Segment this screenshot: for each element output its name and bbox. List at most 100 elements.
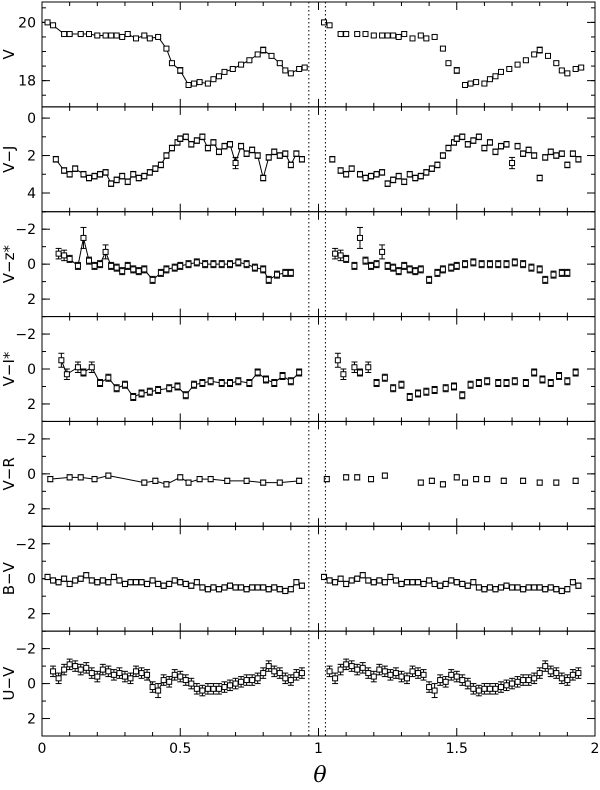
point-marker [373,379,380,386]
data-point [265,154,272,161]
point-marker [243,150,250,157]
panel-6: −2 0 2 B−V [0,525,596,632]
point-marker [152,477,159,484]
point-marker [343,255,350,262]
point-marker [348,165,355,172]
point-marker [492,685,499,692]
point-marker [221,584,228,591]
data-point [564,377,571,386]
point-marker [415,579,422,586]
point-marker [439,45,446,52]
point-marker [439,481,446,488]
data-point [271,378,278,387]
point-marker [271,584,278,591]
data-point [133,665,140,678]
panel-frame [41,525,596,632]
data-point [138,667,145,679]
y-tick-label: 20 [18,15,36,31]
data-point [343,31,350,38]
point-marker [113,32,120,39]
data-point [442,676,449,688]
data-point [459,674,466,686]
point-marker [481,586,488,593]
data-point [210,260,217,269]
data-point [149,577,156,584]
data-point [390,176,397,184]
point-marker [395,33,402,40]
data-point [168,144,175,152]
point-marker [332,579,339,586]
data-point [77,663,84,676]
point-marker [119,268,126,275]
point-marker [497,68,504,75]
point-marker [232,584,239,591]
data-point [260,667,267,679]
data-point [243,477,250,484]
point-marker [431,33,438,40]
data-point [343,474,350,481]
point-marker [321,573,328,580]
data-point [406,392,413,401]
data-point [163,481,170,488]
data-point [439,152,446,159]
data-point [387,573,394,581]
point-marker [495,261,502,268]
point-marker [133,579,140,586]
point-marker [124,262,131,269]
point-marker [188,582,195,589]
point-marker [467,381,474,388]
point-marker [326,668,333,675]
data-point [80,170,87,178]
point-marker [199,133,206,140]
data-point [163,265,170,274]
data-point [177,670,184,683]
data-point [481,80,488,87]
point-marker [86,175,93,182]
point-marker [379,169,386,176]
data-point [105,472,112,479]
point-marker [542,663,549,670]
y-tick-label: 2 [27,502,36,518]
point-marker [343,31,350,38]
point-marker [387,573,394,580]
point-marker [470,259,477,266]
point-marker [221,143,228,150]
point-marker [157,161,164,168]
data-point [428,477,435,484]
data-point [215,73,222,80]
panel-5: −2 0 2 V−R [0,420,596,527]
point-marker [514,61,521,68]
data-point [77,575,84,582]
data-point [542,275,549,284]
data-point [66,474,73,481]
data-point [539,375,546,384]
data-point [409,665,416,678]
point-marker [119,173,126,180]
data-point [199,584,206,591]
data-point [558,268,565,277]
data-point [94,670,101,683]
data-point [287,161,294,169]
point-marker [77,474,84,481]
point-marker [282,269,289,276]
data-point [509,584,516,591]
point-marker [77,575,84,582]
data-point [503,140,510,148]
x-tick-label: 1.5 [446,741,468,757]
point-marker [251,264,258,271]
data-point [235,258,242,267]
point-marker [215,148,222,155]
point-marker [301,64,308,71]
data-point [182,133,189,141]
data-point [265,660,272,672]
point-marker [193,685,200,692]
point-marker [168,60,175,67]
data-point [500,477,507,484]
data-point [450,382,457,391]
point-marker [448,671,455,678]
point-marker [575,582,582,589]
data-point [168,60,175,67]
data-point [94,32,101,39]
point-marker [66,580,73,587]
data-point [72,165,79,172]
